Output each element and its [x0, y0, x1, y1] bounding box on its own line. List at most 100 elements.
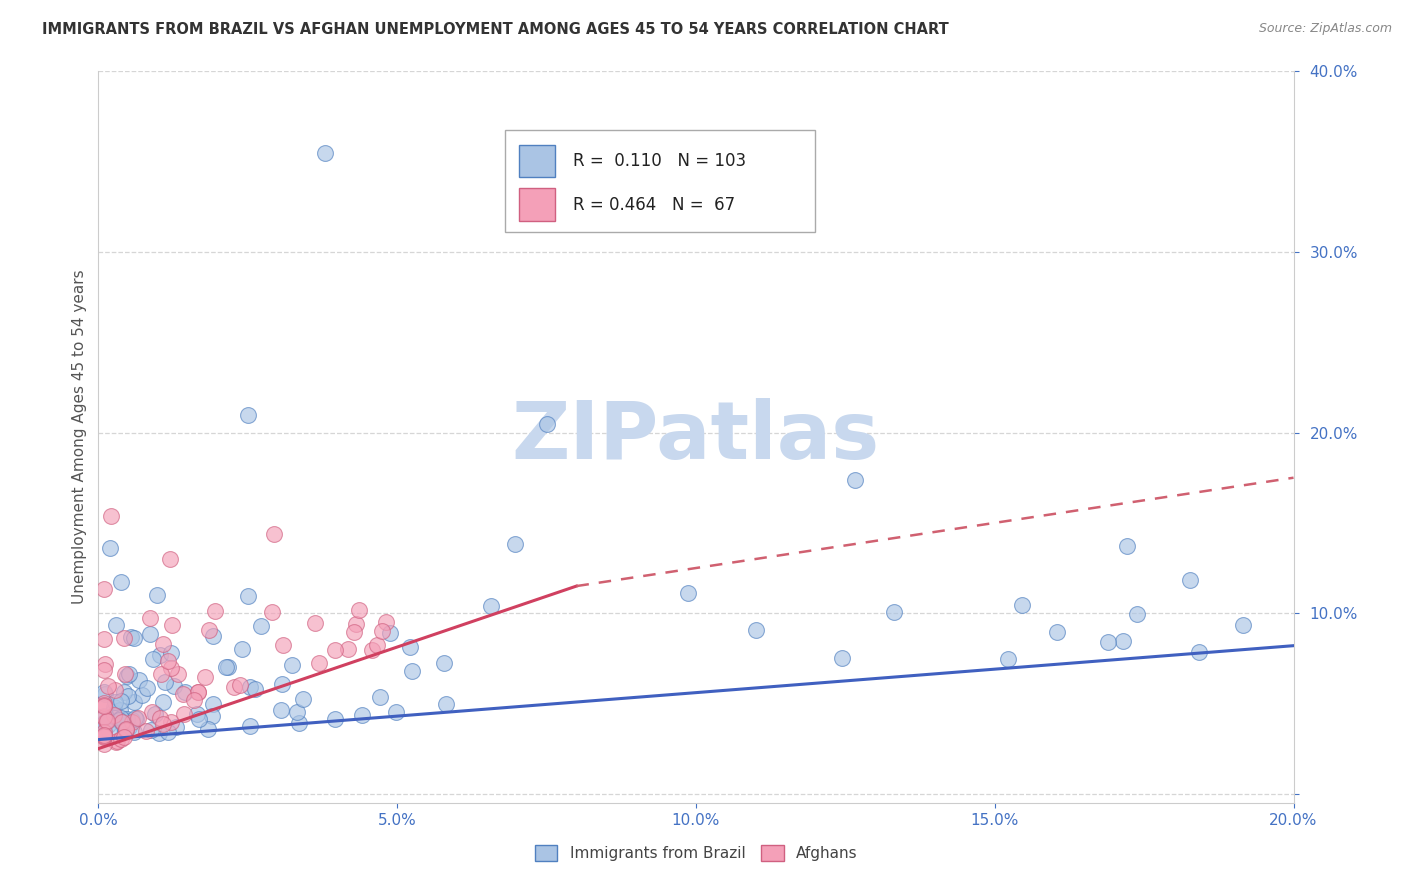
Point: [323, 643, 346, 657]
Point: [152, 637, 174, 651]
Point: [139, 610, 162, 624]
Point: [678, 586, 700, 600]
Point: [104, 683, 127, 698]
Point: [93, 663, 115, 677]
Point: [239, 681, 262, 695]
Point: [347, 602, 370, 616]
Point: [128, 673, 150, 688]
Point: [93, 698, 115, 713]
Point: [262, 605, 284, 619]
Point: [479, 599, 502, 614]
Point: [93, 708, 115, 723]
Bar: [519, 188, 555, 221]
Point: [153, 675, 176, 690]
Point: [883, 605, 905, 619]
Point: [167, 666, 190, 681]
Point: [202, 630, 225, 644]
Point: [831, 651, 853, 665]
Point: [273, 638, 295, 652]
Point: [378, 625, 401, 640]
Point: [127, 711, 149, 725]
Point: [159, 646, 181, 660]
Point: [117, 690, 139, 704]
Point: [108, 703, 131, 717]
Text: ZIPatlas: ZIPatlas: [512, 398, 880, 476]
Point: [93, 696, 115, 710]
Point: [217, 660, 239, 674]
Point: [122, 631, 145, 645]
Point: [398, 640, 420, 654]
Point: [1178, 573, 1201, 587]
Point: [263, 526, 285, 541]
Point: [215, 659, 238, 673]
Point: [202, 697, 225, 711]
Point: [160, 661, 183, 675]
Point: [401, 664, 423, 678]
Point: [93, 730, 115, 744]
Point: [844, 473, 866, 487]
Point: [141, 705, 163, 719]
Point: [110, 711, 132, 725]
Point: [186, 707, 208, 722]
Point: [97, 679, 120, 693]
Point: [172, 687, 194, 701]
Point: [108, 713, 131, 727]
Point: [94, 687, 117, 701]
Point: [159, 552, 181, 566]
Y-axis label: Unemployment Among Ages 45 to 54 years: Unemployment Among Ages 45 to 54 years: [72, 269, 87, 605]
Text: Source: ZipAtlas.com: Source: ZipAtlas.com: [1258, 22, 1392, 36]
Point: [100, 509, 122, 524]
Bar: [505, 130, 815, 232]
Point: [110, 693, 132, 707]
Point: [103, 700, 125, 714]
Point: [315, 145, 337, 160]
Point: [149, 711, 172, 725]
Point: [1232, 618, 1254, 632]
Point: [198, 623, 221, 637]
Point: [536, 417, 558, 431]
Text: IMMIGRANTS FROM BRAZIL VS AFGHAN UNEMPLOYMENT AMONG AGES 45 TO 54 YEARS CORRELAT: IMMIGRANTS FROM BRAZIL VS AFGHAN UNEMPLO…: [42, 22, 949, 37]
Point: [93, 657, 115, 671]
Point: [125, 713, 148, 727]
Point: [93, 632, 115, 646]
Point: [93, 737, 115, 751]
Point: [121, 714, 143, 728]
Point: [231, 642, 253, 657]
Point: [270, 704, 292, 718]
Point: [250, 619, 273, 633]
Point: [229, 678, 252, 692]
Point: [187, 685, 209, 699]
Point: [366, 638, 388, 652]
Point: [112, 731, 135, 745]
Point: [374, 615, 396, 629]
Point: [117, 713, 139, 727]
Point: [104, 695, 127, 709]
Point: [120, 630, 142, 644]
Point: [288, 715, 311, 730]
Point: [118, 667, 141, 681]
Point: [115, 669, 138, 683]
Point: [292, 692, 315, 706]
Point: [93, 725, 115, 739]
Point: [105, 618, 128, 632]
Point: [138, 627, 160, 641]
Point: [146, 588, 169, 602]
Point: [197, 722, 219, 736]
Point: [187, 684, 209, 698]
Point: [110, 574, 132, 589]
Point: [117, 720, 139, 734]
Point: [159, 715, 181, 730]
Point: [744, 623, 766, 637]
Point: [236, 408, 259, 422]
Point: [114, 722, 136, 736]
Point: [100, 712, 122, 726]
Point: [239, 719, 262, 733]
Point: [93, 716, 115, 731]
Point: [503, 537, 526, 551]
Point: [360, 643, 382, 657]
Point: [436, 697, 458, 711]
Point: [135, 723, 157, 738]
Text: R =  0.110   N = 103: R = 0.110 N = 103: [572, 152, 747, 170]
Point: [114, 723, 136, 737]
Point: [112, 685, 135, 699]
